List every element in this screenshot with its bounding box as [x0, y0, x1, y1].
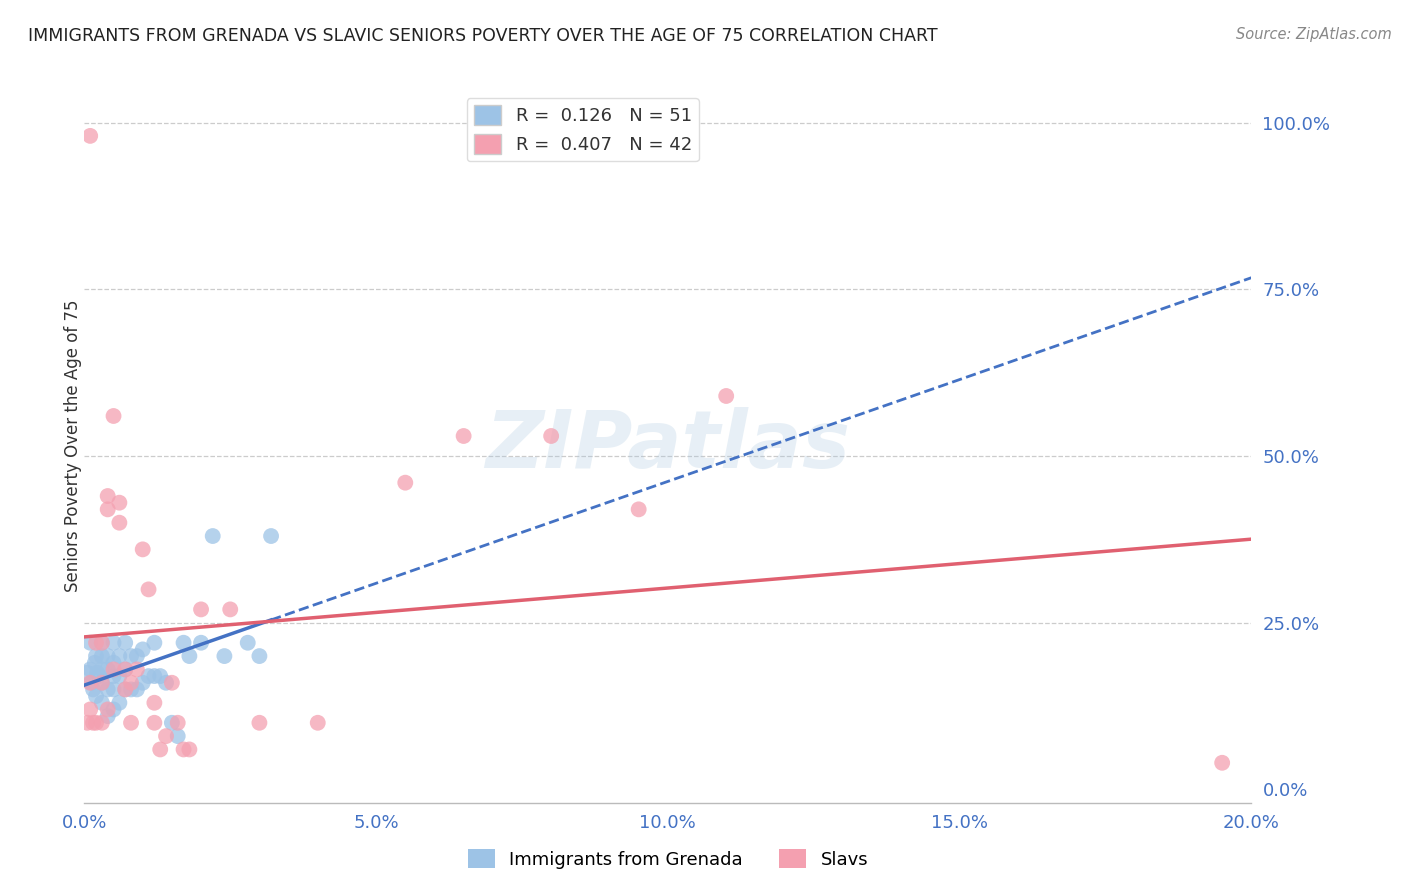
Point [132, 542, 155, 557]
Point [84, 715, 107, 730]
Point [103, 669, 125, 683]
Point [97, 662, 120, 676]
Point [114, 682, 136, 697]
Point [173, 742, 195, 756]
Point [260, 529, 283, 543]
Point [219, 602, 242, 616]
Point [143, 715, 166, 730]
Point [201, 529, 224, 543]
Point [132, 675, 155, 690]
Point [97, 649, 120, 664]
Point [90, 649, 112, 664]
Point [125, 682, 148, 697]
Point [307, 715, 329, 730]
Point [149, 742, 172, 756]
Point [120, 675, 142, 690]
Point [627, 502, 650, 516]
Point [114, 662, 136, 676]
Point [97, 709, 120, 723]
Point [114, 636, 136, 650]
Point [90, 675, 112, 690]
Point [103, 636, 125, 650]
Point [79, 675, 101, 690]
Point [179, 649, 201, 664]
Point [84, 689, 107, 703]
Point [125, 649, 148, 664]
Point [83, 656, 105, 670]
Point [97, 682, 120, 697]
Point [103, 656, 125, 670]
Point [80, 675, 103, 690]
Point [143, 669, 166, 683]
Point [90, 662, 112, 676]
Point [236, 636, 259, 650]
Point [76, 715, 98, 730]
Point [190, 636, 212, 650]
Point [76, 665, 98, 680]
Point [394, 475, 416, 490]
Text: Source: ZipAtlas.com: Source: ZipAtlas.com [1236, 27, 1392, 42]
Point [90, 636, 112, 650]
Point [160, 675, 183, 690]
Point [155, 675, 177, 690]
Point [84, 636, 107, 650]
Point [214, 649, 236, 664]
Point [114, 682, 136, 697]
Point [108, 649, 131, 664]
Point [120, 649, 142, 664]
Y-axis label: Seniors Poverty Over the Age of 75: Seniors Poverty Over the Age of 75 [65, 300, 82, 592]
Point [84, 649, 107, 664]
Point [90, 715, 112, 730]
Point [90, 636, 112, 650]
Point [247, 715, 270, 730]
Point [108, 496, 131, 510]
Point [120, 715, 142, 730]
Point [120, 682, 142, 697]
Text: ZIPatlas: ZIPatlas [485, 407, 851, 485]
Point [114, 662, 136, 676]
Point [190, 602, 212, 616]
Text: IMMIGRANTS FROM GRENADA VS SLAVIC SENIORS POVERTY OVER THE AGE OF 75 CORRELATION: IMMIGRANTS FROM GRENADA VS SLAVIC SENIOR… [28, 27, 938, 45]
Point [87, 669, 110, 683]
Point [103, 409, 125, 423]
Point [79, 636, 101, 650]
Point [166, 715, 188, 730]
Point [714, 389, 737, 403]
Point [138, 582, 160, 597]
Point [97, 502, 120, 516]
Point [540, 429, 562, 443]
Point [86, 665, 108, 680]
Point [247, 649, 270, 664]
Point [103, 682, 125, 697]
Point [108, 516, 131, 530]
Point [79, 702, 101, 716]
Point [132, 642, 155, 657]
Point [1211, 756, 1233, 770]
Point [138, 669, 160, 683]
Point [125, 662, 148, 676]
Point [90, 675, 112, 690]
Point [179, 742, 201, 756]
Point [453, 429, 475, 443]
Point [79, 128, 101, 143]
Legend: Immigrants from Grenada, Slavs: Immigrants from Grenada, Slavs [460, 841, 876, 876]
Point [143, 696, 166, 710]
Point [82, 715, 104, 730]
Point [108, 669, 131, 683]
Point [108, 696, 131, 710]
Point [79, 662, 101, 676]
Point [103, 702, 125, 716]
Point [90, 696, 112, 710]
Point [97, 702, 120, 716]
Point [149, 669, 172, 683]
Point [155, 729, 177, 743]
Point [103, 662, 125, 676]
Point [82, 682, 104, 697]
Point [143, 636, 166, 650]
Point [173, 636, 195, 650]
Point [166, 729, 188, 743]
Point [160, 715, 183, 730]
Point [97, 489, 120, 503]
